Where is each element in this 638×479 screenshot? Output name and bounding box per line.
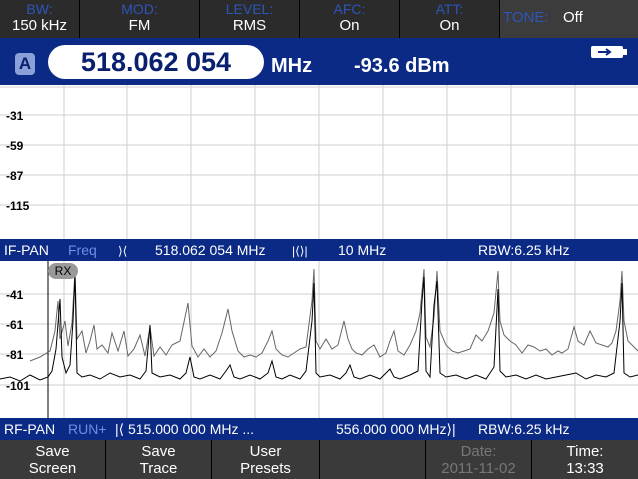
if-span[interactable]: 10 MHz: [338, 242, 387, 258]
level-setting[interactable]: LEVEL: RMS: [200, 0, 300, 38]
if-y-label: -115: [6, 199, 30, 213]
bw-value: 150 kHz: [11, 17, 68, 34]
tone-label: TONE:: [503, 9, 549, 26]
if-center-frequency[interactable]: 518.062 054 MHz: [155, 242, 266, 258]
bw-label: BW:: [26, 1, 53, 17]
mod-value: FM: [128, 17, 151, 34]
if-pan-info-bar: IF-PAN Freq ⟩⟨ 518.062 054 MHz |⟨⟩| 10 M…: [0, 239, 638, 261]
battery-icon: [591, 46, 627, 58]
rf-y-label: -61: [6, 318, 24, 332]
softkey-label: Save: [141, 443, 176, 460]
if-y-label: -87: [6, 169, 24, 183]
rf-pan-display[interactable]: -41 -61 -81 -101: [0, 261, 638, 418]
rf-y-label: -41: [6, 288, 24, 302]
live-trace: [0, 274, 638, 382]
if-pan-grid: [0, 85, 638, 239]
softkey-label: Screen: [28, 460, 77, 477]
afc-label: AFC:: [333, 1, 366, 17]
level-readout: -93.6 dBm: [354, 55, 450, 77]
softkey-bar: Save Screen Save Trace User Presets Date…: [0, 440, 638, 479]
rf-pan-info-bar: RF-PAN RUN+ |⟨ 515.000 000 MHz ... 556.0…: [0, 418, 638, 440]
date-value: 2011-11-02: [441, 460, 516, 477]
rf-stop-frequency[interactable]: 556.000 000 MHz⟩|: [336, 421, 456, 437]
rf-pan-title: RF-PAN: [4, 421, 56, 437]
date-label: Date:: [460, 443, 497, 460]
if-pan-title: IF-PAN: [4, 242, 49, 258]
softkey-label: Trace: [139, 460, 178, 477]
att-label: ATT:: [435, 1, 464, 17]
softkey-label: User: [249, 443, 282, 460]
channel-indicator[interactable]: A: [15, 53, 35, 75]
afc-value: On: [339, 17, 360, 34]
save-trace-button[interactable]: Save Trace: [106, 440, 212, 479]
if-y-label: -59: [6, 139, 24, 153]
max-hold-trace: [29, 268, 638, 362]
date-softkey: Date: 2011-11-02: [426, 440, 532, 479]
afc-setting[interactable]: AFC: On: [300, 0, 400, 38]
mod-setting[interactable]: MOD: FM: [80, 0, 200, 38]
att-value: On: [439, 17, 460, 34]
center-marker-icon: ⟩⟨: [118, 244, 128, 258]
time-softkey[interactable]: Time: 13:33: [532, 440, 638, 479]
if-pan-display[interactable]: -31 -59 -87 -115: [0, 85, 638, 239]
time-label: Time:: [566, 443, 604, 460]
att-setting[interactable]: ATT: On: [400, 0, 500, 38]
if-pan-mode[interactable]: Freq: [68, 242, 97, 258]
rf-y-label: -81: [6, 348, 24, 362]
rx-marker-badge[interactable]: RX: [48, 263, 78, 279]
time-value: 13:33: [566, 460, 604, 477]
if-rbw[interactable]: RBW:6.25 kHz: [478, 242, 570, 258]
softkey-label: Presets: [240, 460, 291, 477]
span-icon: |⟨⟩|: [292, 244, 308, 258]
frequency-unit: MHz: [271, 55, 313, 77]
level-value: RMS: [232, 17, 267, 34]
user-presets-button[interactable]: User Presets: [212, 440, 320, 479]
frequency-display[interactable]: 518.062 054: [48, 45, 264, 79]
rf-pan-spectrum: [0, 261, 638, 418]
save-screen-button[interactable]: Save Screen: [0, 440, 106, 479]
tone-setting[interactable]: TONE: Off: [500, 0, 638, 38]
rf-pan-mode[interactable]: RUN+: [68, 421, 107, 437]
level-label: LEVEL:: [225, 1, 274, 17]
if-y-label: -31: [6, 109, 24, 123]
mod-label: MOD:: [121, 1, 158, 17]
softkey-label: Save: [35, 443, 70, 460]
rf-y-label: -101: [6, 379, 31, 393]
blank-softkey[interactable]: [320, 440, 426, 479]
bw-setting[interactable]: BW: 150 kHz: [0, 0, 80, 38]
status-bar: BW: 150 kHz MOD: FM LEVEL: RMS AFC: On A…: [0, 0, 638, 38]
tone-value: Off: [563, 9, 583, 26]
rf-start-frequency[interactable]: |⟨ 515.000 000 MHz ...: [115, 421, 255, 437]
rf-rbw[interactable]: RBW:6.25 kHz: [478, 421, 570, 437]
